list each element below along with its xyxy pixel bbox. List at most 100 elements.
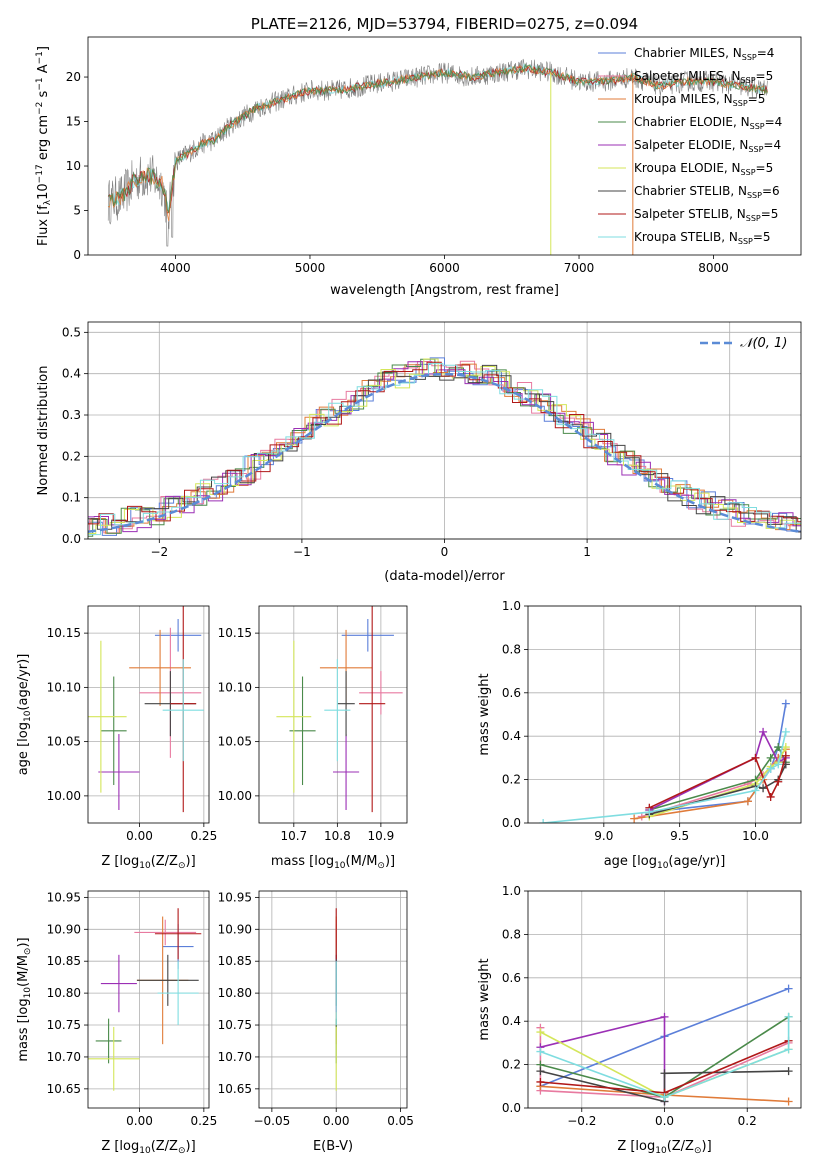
legend-suffix: =5 (761, 207, 779, 221)
y-tick-label: 0.4 (502, 729, 521, 743)
y-tick-label: 0.0 (62, 532, 81, 546)
x-tick-label: −0.05 (253, 1114, 290, 1128)
series-marker (781, 727, 790, 736)
legend-entry: Kroupa STELIB, NSSP=5 (634, 230, 771, 246)
x-tick-label: 9.5 (670, 829, 689, 843)
series-line-kroupa_stelib (540, 1016, 790, 1099)
y-axis-label: mass weight (477, 673, 492, 755)
legend-entry: Salpeter MILES, NSSP=5 (634, 69, 773, 85)
y-tick-label: 10.80 (47, 986, 81, 1000)
label-part: )] (186, 854, 196, 869)
age_vs_mass-axes: 10.7 10.8 10.9 10.00 10.05 10.10 10.15 mass [lo… (218, 606, 407, 871)
label-part: )] (702, 1139, 712, 1154)
series-marker (774, 743, 783, 752)
series-marker (781, 743, 790, 752)
series-marker (539, 819, 548, 823)
y-axis-label: mass [log10(M/M⊙)] (16, 937, 33, 1061)
y-tick-label: 20 (66, 70, 81, 84)
legend-text: Chabrier ELODIE, N (634, 115, 750, 129)
x-tick-label: 9.0 (594, 829, 613, 843)
label-part: −1 (35, 51, 45, 64)
series-marker (751, 753, 760, 762)
label-part: 10 (334, 861, 346, 871)
y-axis-label: Normed distribution (36, 366, 51, 496)
age_vs_mass-errorbars (276, 606, 403, 813)
y-tick-label: 10.00 (47, 789, 81, 803)
legend-suffix: =4 (765, 115, 783, 129)
x-tick-label: 7000 (564, 261, 595, 275)
y-tick-label: 0.6 (502, 971, 521, 985)
y-tick-label: 15 (66, 115, 81, 129)
y-tick-label: 10.70 (218, 1050, 252, 1064)
label-part: ⊙ (178, 1146, 186, 1156)
legend-sub: SSP (746, 214, 761, 223)
x-axis-label: mass [log10(M/M⊙)] (271, 854, 395, 871)
legend-text: Chabrier MILES, N (634, 46, 742, 60)
y-tick-label: 0.0 (502, 1101, 521, 1115)
legend-suffix: =6 (762, 184, 780, 198)
x-tick-label: −2 (150, 545, 168, 559)
y-tick-label: 10.15 (47, 626, 81, 640)
label-part: mass [log (16, 998, 31, 1061)
legend-text: Kroupa STELIB, N (634, 230, 738, 244)
series-marker (645, 808, 654, 817)
legend-sub: SSP (748, 145, 763, 154)
series-line-chabrier_stelib (540, 1070, 789, 1103)
y-tick-label: 0.8 (502, 927, 521, 941)
x-axis-label: age [log10(age/yr)] (604, 854, 726, 871)
x-axis-label: Z [log10(Z/Z⊙)] (101, 1139, 195, 1156)
histogram-chabrier_stelib (88, 364, 801, 533)
series-marker (759, 727, 768, 736)
legend-sub: SSP (750, 122, 765, 131)
model-spectrum-chabrier_elodie (108, 63, 768, 214)
series-marker (751, 786, 760, 795)
y-axis-label: mass weight (477, 958, 492, 1040)
label-part: 10 (23, 710, 33, 722)
y-tick-label: 10.80 (218, 986, 252, 1000)
label-part: (M/M (16, 955, 31, 987)
legend-sub: SSP (733, 99, 748, 108)
mass_weight_vs_Z-lines (536, 984, 793, 1106)
legend-suffix: =5 (756, 161, 774, 175)
label-part: A (36, 64, 51, 77)
label-part: λ (43, 199, 53, 205)
y-tick-label: 10.65 (218, 1082, 252, 1096)
y-tick-label: 10.65 (47, 1082, 81, 1096)
legend-sub: SSP (741, 76, 756, 85)
histogram-salpeter_stelib (88, 361, 801, 525)
y-tick-label: 0.4 (62, 367, 81, 381)
age_vs_Z-frame (87, 605, 210, 824)
y-tick-label: 0.5 (62, 325, 81, 339)
x-tick-label: 10.0 (742, 829, 769, 843)
y-tick-label: 10.95 (218, 890, 252, 904)
label-part: Z [log (101, 854, 139, 869)
label-part: 10 (657, 861, 669, 871)
spectrum-axes: 4000 5000 6000 7000 8000 0 5 10 15 20 PLATE=2126, … (35, 15, 729, 298)
age_vs_Z-errorbars (88, 606, 204, 813)
y-tick-label: 10.05 (218, 735, 252, 749)
legend-entry: Salpeter ELODIE, NSSP=4 (634, 138, 781, 154)
x-tick-label: −0.2 (567, 1114, 596, 1128)
y-tick-label: 0.0 (502, 816, 521, 830)
mass_vs_ebv-axes: −0.05 0.00 0.05 10.65 10.70 10.75 10.80 10.85 10… (218, 890, 414, 1154)
series-marker (766, 792, 775, 801)
legend-sub: SSP (747, 191, 762, 200)
label-part: −17 (35, 164, 45, 183)
x-tick-label: 0.0 (655, 1114, 674, 1128)
label-part: ⊙ (23, 948, 33, 956)
y-tick-label: 5 (73, 204, 81, 218)
x-tick-label: 6000 (429, 261, 460, 275)
series-marker (630, 814, 639, 823)
mass_weight_vs_Z-axes: −0.2 0.0 0.2 0.0 0.2 0.4 0.6 0.8 1.0 Z [log10(Z/Z… (477, 884, 801, 1156)
model-spectrum-kroupa_miles (107, 65, 768, 222)
label-part: (age/yr)] (668, 854, 725, 869)
y-tick-label: 0 (73, 248, 81, 262)
legend-suffix: =5 (756, 69, 774, 83)
y-tick-label: 1.0 (502, 884, 521, 898)
legend-entry: Salpeter STELIB, NSSP=5 (634, 207, 778, 223)
mass_vs_Z-frame (87, 890, 210, 1109)
y-tick-label: 10.00 (218, 789, 252, 803)
x-tick-label: 5000 (295, 261, 326, 275)
series-marker (743, 797, 752, 806)
